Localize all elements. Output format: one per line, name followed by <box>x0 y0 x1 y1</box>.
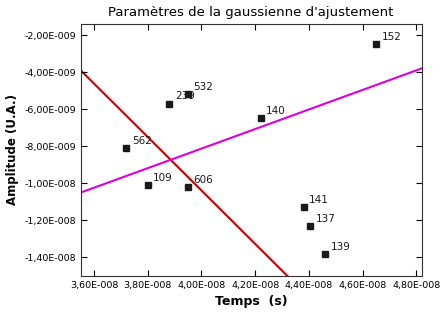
Text: 606: 606 <box>194 175 213 185</box>
Text: 140: 140 <box>266 106 286 116</box>
X-axis label: Temps  (s): Temps (s) <box>215 295 288 308</box>
Y-axis label: Amplitude (U.A.): Amplitude (U.A.) <box>5 95 19 205</box>
Title: Paramètres de la gaussienne d'ajustement: Paramètres de la gaussienne d'ajustement <box>108 6 394 19</box>
Text: 239: 239 <box>175 91 194 101</box>
Text: 562: 562 <box>132 136 152 146</box>
Text: 152: 152 <box>382 32 401 42</box>
Text: 109: 109 <box>153 173 173 183</box>
Text: 532: 532 <box>194 82 214 92</box>
Text: 139: 139 <box>330 241 351 252</box>
Text: 137: 137 <box>316 214 336 224</box>
Text: 141: 141 <box>309 195 329 205</box>
